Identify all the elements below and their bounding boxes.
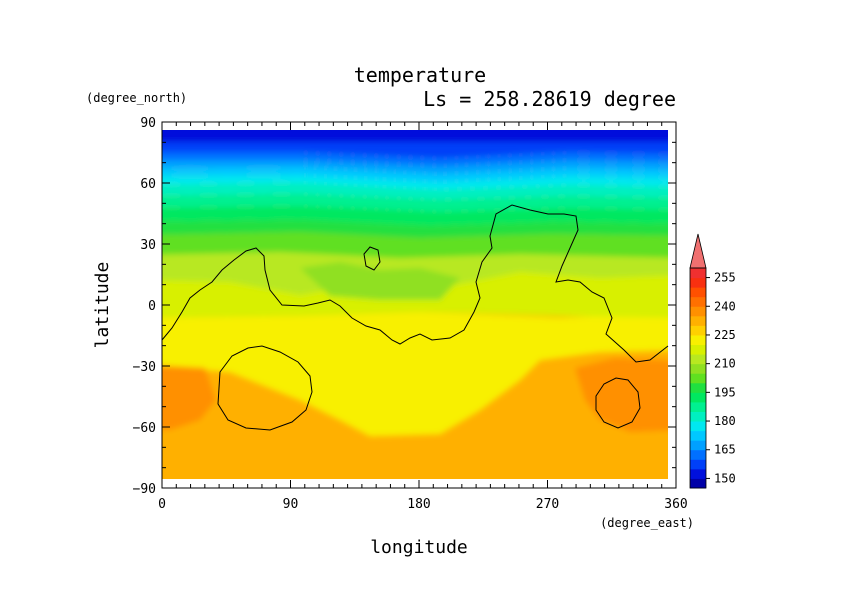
colorbar-swatch (690, 392, 706, 403)
colorbar-tick-label: 225 (714, 328, 736, 342)
y-axis-label: latitude (92, 262, 113, 349)
colorbar-extend-arrow (689, 233, 707, 269)
colorbar-swatch (690, 440, 706, 451)
colorbar-swatch (690, 315, 706, 326)
colorbar-swatch (690, 373, 706, 384)
contour-main (161, 204, 669, 363)
y-axis: 90 60 30 0 −30 −60 −90 (133, 116, 676, 497)
y-tick-label: −30 (133, 360, 156, 375)
colorbar-swatch (690, 449, 706, 460)
colorbar-swatch (690, 382, 706, 393)
colorbar-swatch (690, 401, 706, 412)
contour-basin-east (595, 377, 641, 429)
y-tick-label: 60 (140, 177, 156, 192)
y-tick-label: −60 (133, 421, 156, 436)
colorbar-swatch (690, 287, 706, 298)
colorbar-tick-label: 165 (714, 443, 736, 457)
colorbar-swatch (690, 306, 706, 317)
x-axis-label: longitude (370, 537, 468, 558)
colorbar-tick-label: 210 (714, 357, 736, 371)
chart-title: temperature (354, 63, 486, 87)
x-tick-label: 0 (158, 497, 166, 512)
y-tick-label: −90 (133, 482, 156, 497)
colorbar-tick-label: 255 (714, 271, 736, 285)
colorbar-swatch (690, 354, 706, 365)
y-tick-label: 90 (140, 116, 156, 131)
colorbar-swatch (690, 344, 706, 355)
colorbar-swatch (690, 334, 706, 346)
y-axis-units: (degree_north) (86, 91, 187, 105)
x-axis: 0 90 180 270 360 (158, 122, 688, 512)
colorbar-swatch (690, 459, 706, 470)
colorbar-tick-label: 150 (714, 471, 736, 485)
contour-basin-west (217, 345, 313, 431)
colorbar-swatch (690, 478, 706, 489)
colorbar-tick-label: 180 (714, 414, 736, 428)
colorbar-swatch (690, 430, 706, 441)
colorbar-swatch (690, 325, 706, 336)
topography-contours (161, 204, 669, 431)
contour-island (363, 246, 381, 271)
colorbar-swatch (690, 468, 706, 479)
colorbar-swatch (690, 421, 706, 432)
x-tick-label: 360 (664, 497, 687, 512)
colorbar-swatch (690, 363, 706, 374)
colorbar-swatch (690, 296, 706, 307)
colorbar-swatch (690, 277, 706, 288)
x-axis-units: (degree_east) (600, 516, 694, 530)
colorbar: 255 240 225 210 195 180 165 150 (689, 233, 736, 489)
x-tick-label: 180 (407, 497, 430, 512)
colorbar-tick-label: 240 (714, 299, 736, 313)
colorbar-frame (689, 267, 707, 489)
y-tick-label: 30 (140, 238, 156, 253)
temperature-field (162, 130, 668, 479)
x-tick-label: 270 (536, 497, 559, 512)
x-tick-label: 90 (283, 497, 299, 512)
colorbar-tick-label: 195 (714, 385, 736, 399)
chart-subtitle: Ls = 258.28619 degree (423, 87, 676, 111)
colorbar-swatch (690, 411, 706, 422)
colorbar-swatch (690, 268, 706, 279)
y-tick-label: 0 (148, 299, 156, 314)
